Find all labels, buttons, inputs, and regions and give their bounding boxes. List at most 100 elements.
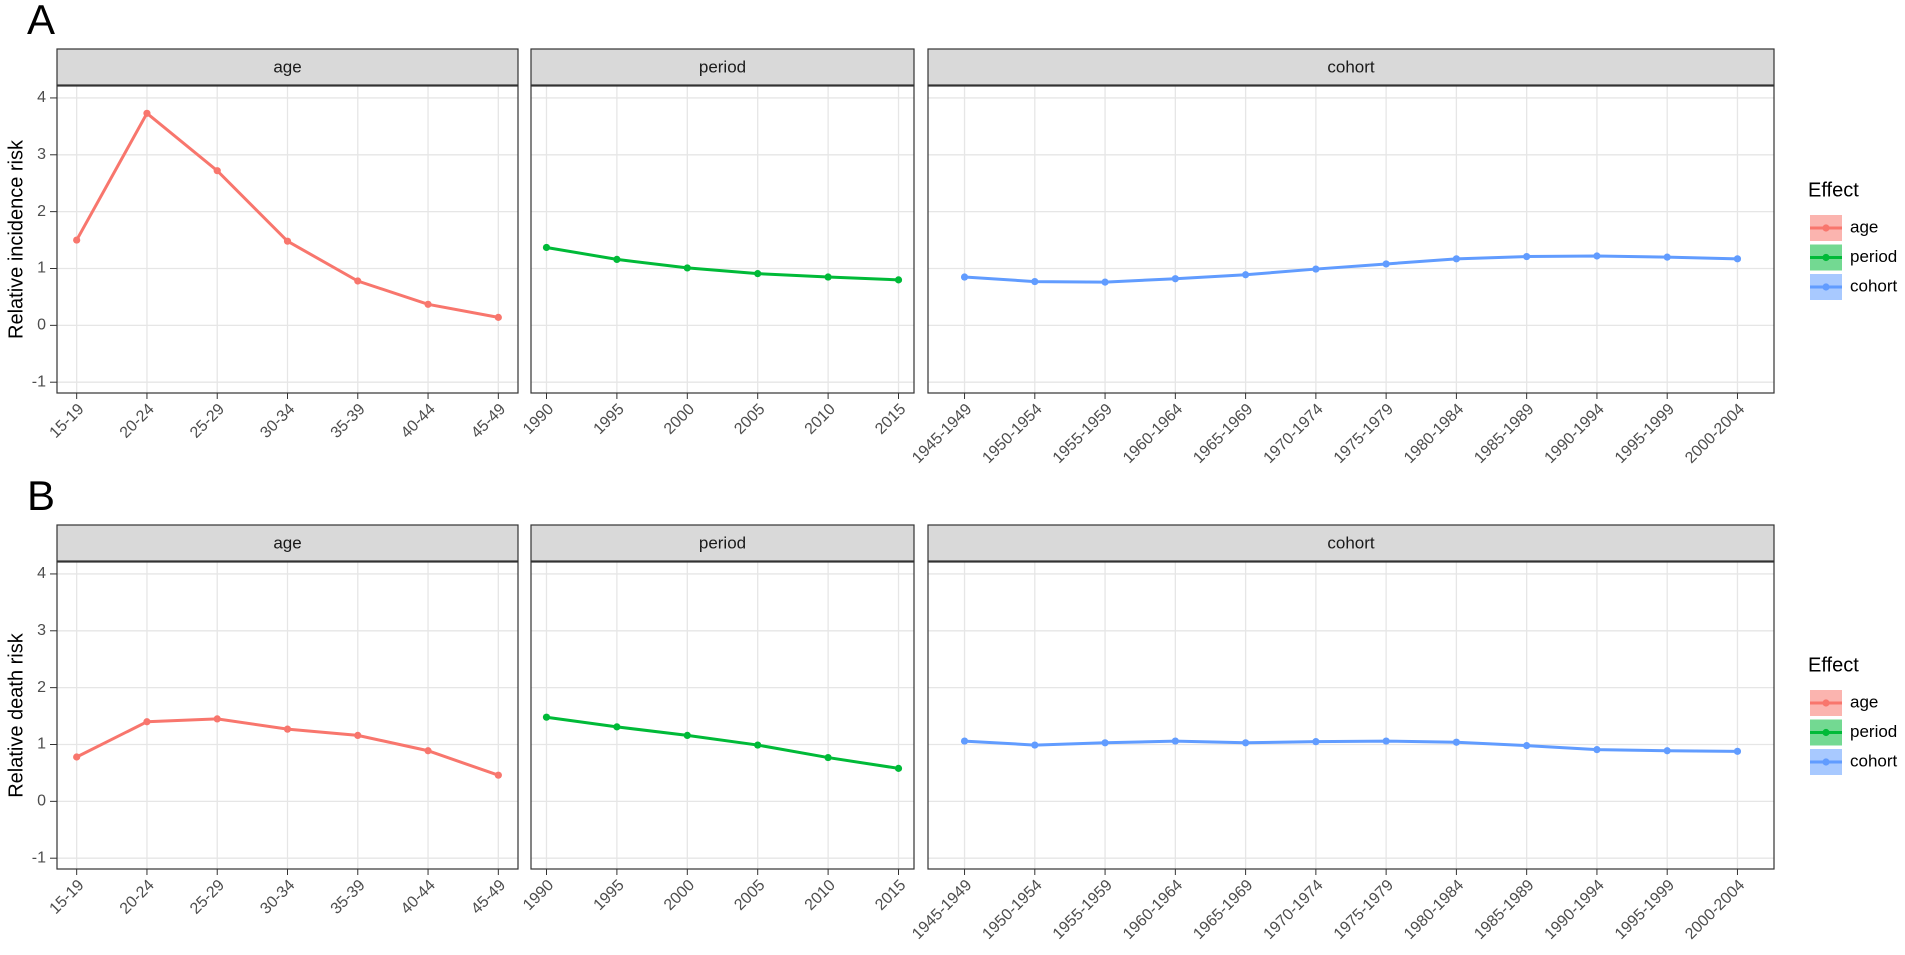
legend-title: Effect <box>1808 654 1859 676</box>
x-tick-label: 35-39 <box>328 401 369 442</box>
x-tick-label: 1970-1974 <box>1261 401 1327 467</box>
x-tick-label: 1975-1979 <box>1331 401 1397 467</box>
point <box>894 276 903 284</box>
x-tick-label: 2015 <box>872 877 909 914</box>
x-tick-label: 1995 <box>591 401 628 438</box>
legend-key-point <box>1822 758 1830 766</box>
point <box>542 243 551 252</box>
legend-key-point <box>1822 253 1830 262</box>
x-tick-label: 1995 <box>591 877 628 914</box>
x-tick-label: 1950-1954 <box>979 401 1045 467</box>
point <box>1312 265 1320 273</box>
x-tick-label: 45-49 <box>468 401 509 442</box>
x-tick-label: 1960-1964 <box>1120 877 1186 943</box>
point <box>1171 737 1179 745</box>
plot-background <box>531 562 914 869</box>
point <box>424 747 432 755</box>
point <box>73 753 81 761</box>
legend-label: period <box>1850 722 1897 741</box>
x-tick-label: 45-49 <box>468 877 509 918</box>
x-tick-label: 15-19 <box>47 401 88 442</box>
point <box>1101 278 1109 286</box>
legend-label: age <box>1850 692 1878 711</box>
point <box>613 255 621 263</box>
point <box>1312 738 1320 746</box>
plot-background <box>928 86 1774 393</box>
strip-title: period <box>699 57 746 76</box>
x-tick-label: 1960-1964 <box>1120 401 1186 467</box>
y-tick-label: 4 <box>37 89 46 106</box>
legend-title: Effect <box>1808 179 1859 201</box>
strip-title: age <box>273 57 301 76</box>
strip <box>927 524 1775 562</box>
x-tick-label: 20-24 <box>117 877 158 918</box>
plot-border <box>530 561 915 870</box>
x-tick-label: 1965-1969 <box>1190 877 1256 943</box>
legend-label: period <box>1850 247 1897 266</box>
point <box>683 264 691 272</box>
point <box>354 731 362 739</box>
point <box>683 731 691 739</box>
series-line <box>546 245 899 282</box>
x-tick-label: 2000-2004 <box>1682 401 1748 467</box>
y-tick-label: 2 <box>37 203 46 220</box>
point <box>1663 747 1671 755</box>
x-tick-label: 1985-1989 <box>1471 401 1537 467</box>
strip-title: age <box>273 533 301 552</box>
x-tick-label: 1955-1959 <box>1050 401 1116 467</box>
strip <box>56 48 519 86</box>
point <box>1031 277 1039 286</box>
x-tick-label: 1965-1969 <box>1190 401 1256 467</box>
point <box>1523 742 1531 750</box>
point <box>613 723 621 731</box>
y-tick-label: -1 <box>32 373 46 390</box>
x-tick-label: 1990-1994 <box>1542 877 1608 943</box>
plot-background <box>928 562 1774 869</box>
x-tick-label: 2010 <box>802 877 839 914</box>
y-axis-title: Relative death risk <box>5 632 27 798</box>
point <box>1733 255 1742 263</box>
x-tick-label: 25-29 <box>187 877 228 918</box>
point <box>542 713 551 721</box>
point <box>894 764 903 772</box>
x-tick-label: 30-34 <box>257 877 298 918</box>
x-tick-label: 35-39 <box>328 877 369 918</box>
y-tick-label: 4 <box>37 565 46 582</box>
legend-key-point <box>1822 699 1830 707</box>
point <box>960 273 969 281</box>
point <box>1593 252 1601 260</box>
x-tick-label: 1995-1999 <box>1612 877 1678 943</box>
point <box>1663 253 1671 261</box>
point <box>1593 746 1601 754</box>
point <box>213 715 221 723</box>
x-tick-label: 1945-1949 <box>909 401 975 467</box>
point <box>424 300 432 308</box>
point <box>1382 737 1390 745</box>
x-tick-label: 2000-2004 <box>1682 877 1748 943</box>
y-tick-label: 3 <box>37 146 46 163</box>
strip <box>56 524 519 562</box>
strip-title: cohort <box>1327 533 1375 552</box>
y-tick-label: 0 <box>37 793 46 810</box>
x-tick-label: 1990 <box>520 401 557 438</box>
x-tick-label: 40-44 <box>398 877 439 918</box>
x-tick-label: 25-29 <box>187 401 228 442</box>
y-axis-title: Relative incidence risk <box>5 139 27 339</box>
point <box>1242 739 1250 747</box>
x-tick-label: 1990 <box>520 877 557 914</box>
point <box>354 277 362 285</box>
x-tick-label: 1995-1999 <box>1612 401 1678 467</box>
point <box>1452 738 1460 746</box>
legend-key-point <box>1822 728 1830 737</box>
point <box>494 771 502 779</box>
y-tick-label: 0 <box>37 317 46 334</box>
point <box>1031 741 1039 749</box>
point <box>1452 255 1460 263</box>
point <box>494 313 502 321</box>
point <box>143 109 151 117</box>
strip-title: period <box>699 533 746 552</box>
x-tick-label: 2010 <box>802 401 839 438</box>
legend-key-point <box>1822 224 1830 232</box>
x-tick-label: 2015 <box>872 401 909 438</box>
